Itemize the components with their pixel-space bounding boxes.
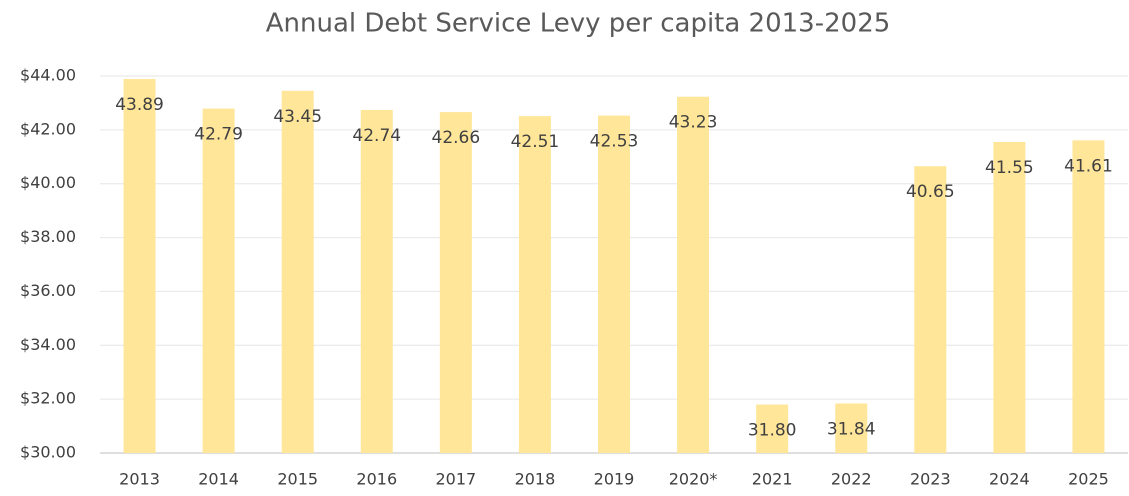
bar [1072, 140, 1105, 453]
bar [123, 78, 156, 453]
bar [756, 404, 789, 453]
data-label: 40.65 [906, 182, 955, 202]
bar [439, 112, 472, 453]
data-label: 42.66 [432, 128, 481, 148]
x-tick-label: 2019 [594, 470, 635, 489]
x-tick-label: 2020* [669, 470, 718, 489]
x-tick-label: 2024 [989, 470, 1030, 489]
bar [281, 90, 314, 453]
data-label: 41.55 [985, 158, 1034, 178]
bar [993, 141, 1026, 453]
bar [202, 108, 235, 454]
x-tick-label: 2021 [752, 470, 793, 489]
y-tick-label: $42.00 [20, 119, 76, 138]
data-label: 43.45 [273, 107, 322, 127]
x-tick-label: 2014 [198, 470, 239, 489]
bar [518, 116, 551, 454]
x-tick-label: 2022 [831, 470, 872, 489]
data-label: 31.84 [827, 419, 876, 439]
x-tick-label: 2015 [277, 470, 318, 489]
y-tick-label: $38.00 [20, 227, 76, 246]
y-tick-label: $44.00 [20, 66, 76, 85]
x-tick-label: 2023 [910, 470, 951, 489]
data-label: 42.51 [511, 132, 560, 152]
data-label: 43.23 [669, 113, 718, 133]
x-tick-label: 2017 [435, 470, 476, 489]
x-tick-label: 2018 [515, 470, 556, 489]
bar [835, 403, 868, 453]
y-tick-label: $34.00 [20, 335, 76, 354]
y-tick-label: $32.00 [20, 389, 76, 408]
data-label: 43.89 [115, 95, 164, 115]
bar [914, 166, 947, 454]
bar [360, 109, 393, 454]
x-tick-label: 2013 [119, 470, 160, 489]
data-label: 42.79 [194, 125, 243, 145]
x-tick-label: 2025 [1068, 470, 1109, 489]
y-tick-label: $30.00 [20, 443, 76, 462]
data-label: 31.80 [748, 421, 797, 441]
x-tick-label: 2016 [356, 470, 397, 489]
bar [598, 115, 630, 454]
chart-title: Annual Debt Service Levy per capita 2013… [266, 9, 891, 39]
data-label: 42.53 [590, 132, 639, 152]
bar [677, 96, 710, 454]
y-tick-label: $40.00 [20, 173, 76, 192]
data-label: 42.74 [352, 126, 401, 146]
data-label: 41.61 [1064, 156, 1113, 176]
y-tick-label: $36.00 [20, 281, 76, 300]
